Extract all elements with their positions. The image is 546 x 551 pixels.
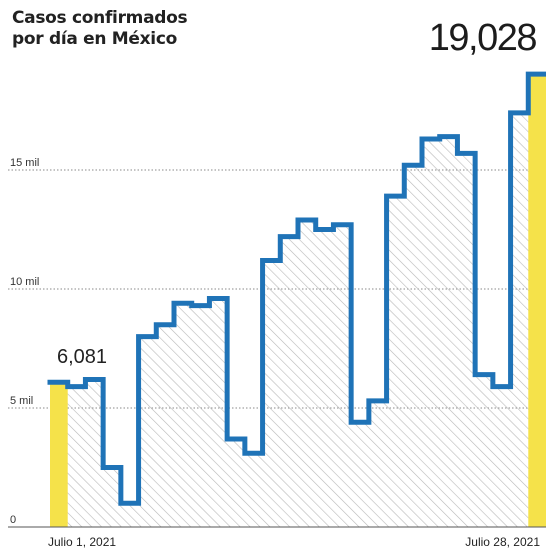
line-layer	[47, 71, 546, 506]
x-label-first: Julio 1, 2021	[48, 535, 116, 549]
chart-title-line-2: por día en México	[12, 29, 177, 49]
y-tick-label-0: 0	[10, 514, 16, 526]
cases-step-line	[47, 71, 546, 506]
first-value-label: 6,081	[57, 346, 107, 368]
first-day-highlight-bar	[50, 382, 68, 527]
chart-title: Casos confirmados por día en México	[12, 8, 188, 50]
last-day-highlight-bar	[528, 74, 546, 527]
y-tick-label-3: 15 mil	[10, 157, 39, 169]
x-label-last: Julio 28, 2021	[465, 535, 540, 549]
area-layer	[8, 74, 546, 528]
chart-title-line-1: Casos confirmados	[12, 8, 188, 28]
last-value-label: 19,028	[429, 17, 537, 59]
y-tick-label-1: 5 mil	[10, 395, 33, 407]
y-tick-label-2: 10 mil	[10, 276, 39, 288]
cases-area	[50, 74, 546, 527]
label-layer: 6,081 19,028 Julio 1, 2021 Julio 28, 2021	[48, 17, 540, 549]
